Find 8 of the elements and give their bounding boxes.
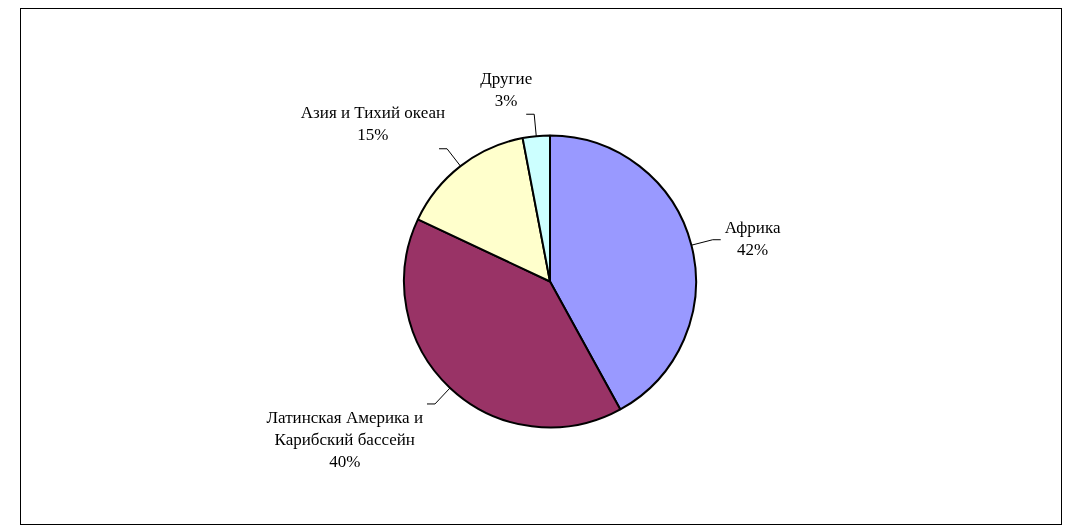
data-label: 3%	[494, 90, 518, 110]
slice-label: Другие	[480, 68, 533, 88]
slice-label: Азия и Тихий океан	[300, 103, 446, 123]
data-label: 42%	[737, 240, 769, 260]
data-label: 40%	[329, 452, 361, 472]
slice-label: Латинская Америка и Карибский бассейн	[266, 408, 423, 450]
data-label: 15%	[357, 125, 389, 145]
slice-label: Африка	[724, 218, 781, 238]
